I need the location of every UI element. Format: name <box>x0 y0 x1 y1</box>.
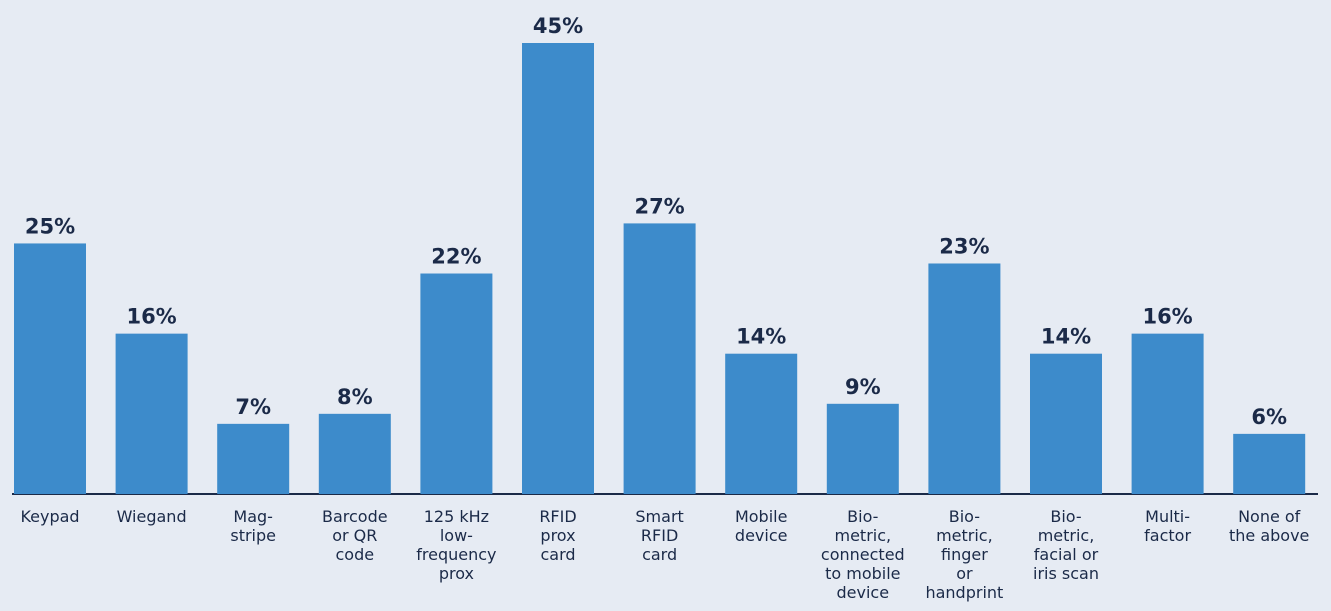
category-label: 125 kHz low- frequency prox <box>416 507 497 583</box>
category-label: Mobile device <box>734 507 788 545</box>
category-label: Keypad <box>20 507 80 526</box>
category-label: Wiegand <box>116 507 187 526</box>
value-label: 45% <box>533 14 583 38</box>
category-label: Bio- metric, connected to mobile device <box>820 507 905 602</box>
category-label: Bio- metric, finger or handprint <box>925 507 1004 602</box>
category-label: None of the above <box>1228 507 1310 545</box>
value-label: 14% <box>736 325 786 349</box>
bar <box>318 413 391 494</box>
value-label: 16% <box>126 305 176 329</box>
bar <box>1233 433 1306 494</box>
bar <box>420 273 493 494</box>
bar <box>826 403 899 494</box>
category-label: Bio- metric, facial or iris scan <box>1033 507 1099 583</box>
value-label: 9% <box>845 375 881 399</box>
bar <box>115 333 188 494</box>
bar <box>928 263 1001 494</box>
category-label: RFID prox card <box>539 507 577 564</box>
bar <box>725 353 798 494</box>
category-label: Mag- stripe <box>230 507 276 545</box>
value-label: 7% <box>235 395 271 419</box>
value-label: 27% <box>634 194 684 218</box>
value-label: 8% <box>337 385 373 409</box>
bar <box>1030 353 1102 494</box>
bar <box>1131 333 1204 494</box>
category-label: Barcode or QR code <box>322 507 388 564</box>
value-label: 14% <box>1041 325 1091 349</box>
value-label: 23% <box>939 234 989 258</box>
bar <box>623 223 696 494</box>
value-label: 16% <box>1142 305 1192 329</box>
bar <box>14 243 86 494</box>
bar <box>522 43 594 494</box>
value-label: 6% <box>1251 405 1287 429</box>
category-label: Smart RFID card <box>635 507 684 564</box>
category-label: Multi- factor <box>1144 507 1192 545</box>
value-label: 25% <box>25 214 75 238</box>
bar <box>217 423 290 494</box>
value-label: 22% <box>431 245 481 269</box>
